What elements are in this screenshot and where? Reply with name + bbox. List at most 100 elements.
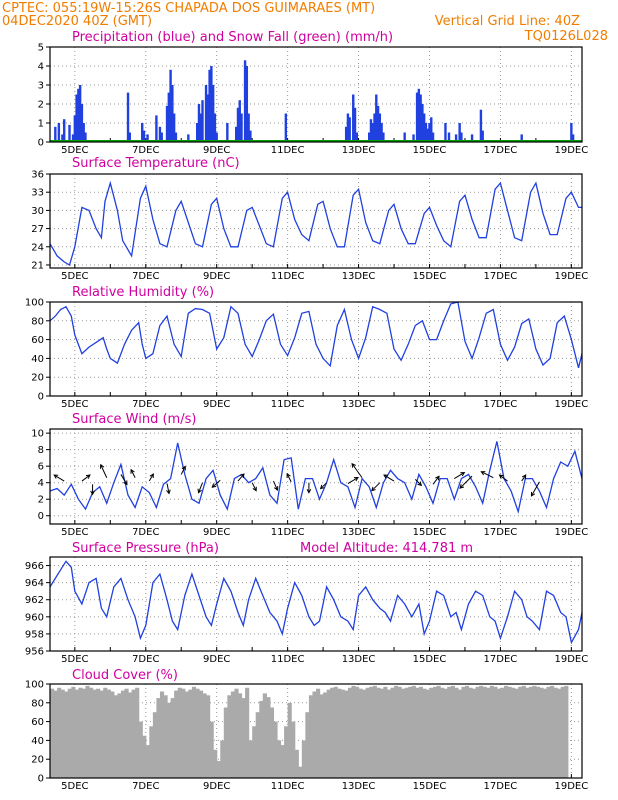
- precip-bar: [68, 124, 71, 142]
- precip-y-tick: 5: [38, 43, 44, 54]
- wind-arrowhead: [211, 483, 217, 488]
- cloud-bar: [482, 686, 487, 778]
- precip-bar: [369, 119, 373, 142]
- precip-bar: [368, 132, 371, 142]
- rh-x-tick: 7DEC: [132, 399, 159, 410]
- pres-x-tick: 17DEC: [484, 654, 518, 665]
- cloud-bar: [521, 685, 526, 778]
- wind-arrow: [53, 474, 65, 482]
- cloud-bar: [528, 686, 533, 778]
- precip-bar: [142, 130, 146, 142]
- precip-bar: [54, 126, 57, 142]
- wind-x-tick: 17DEC: [484, 527, 518, 538]
- cloud-bar: [386, 689, 392, 778]
- cloud-bar: [518, 686, 523, 778]
- cloud-bar: [245, 687, 250, 778]
- cloud-bar: [308, 695, 314, 778]
- wind-arrow: [531, 481, 540, 497]
- wind-arrow: [454, 472, 465, 479]
- precip-bar: [172, 113, 176, 142]
- cloud-bar: [433, 686, 438, 778]
- cloud-bar: [472, 688, 477, 778]
- cloud-bar: [223, 707, 228, 778]
- wind-y-tick: 10: [31, 429, 44, 440]
- cloud-bar: [397, 686, 402, 778]
- precip-bar: [481, 130, 484, 142]
- precip-bar: [444, 123, 447, 142]
- pres-x-tick: 19DEC: [554, 654, 588, 665]
- wind-arrowhead: [286, 472, 291, 478]
- wind-arrow: [180, 466, 186, 475]
- rh-y-tick: 80: [31, 316, 44, 327]
- temp-title: Surface Temperature (nC): [72, 156, 240, 171]
- cloud-bar: [542, 688, 548, 778]
- cloud-bar: [287, 702, 292, 778]
- cloud-bar: [184, 691, 189, 778]
- cloud-bar: [333, 686, 338, 778]
- cloud-bar: [191, 686, 197, 778]
- cloud-bar: [525, 687, 530, 778]
- precip-bar: [158, 126, 162, 142]
- cloud-bar: [365, 687, 370, 778]
- rh-line: [49, 301, 583, 368]
- precip-bar: [412, 134, 415, 142]
- wind-arrowhead: [383, 474, 389, 479]
- cloud-bar: [216, 761, 221, 778]
- precip-bar: [174, 132, 178, 142]
- cloud-bar: [266, 697, 271, 778]
- wind-x-tick: 7DEC: [132, 527, 159, 538]
- precip-bar: [371, 123, 374, 142]
- wind-arrowhead: [530, 491, 536, 497]
- cloud-bar: [514, 688, 519, 778]
- cloud-bar: [85, 685, 90, 778]
- wind-arrowhead: [197, 488, 202, 494]
- wind-arrowhead: [459, 484, 465, 489]
- cloud-bar: [379, 688, 384, 778]
- wind-title: Surface Wind (m/s): [72, 412, 196, 427]
- wind-arrowhead: [306, 488, 312, 494]
- header-model-id: TQ0126L028: [524, 29, 608, 44]
- cloud-bar: [60, 689, 65, 778]
- cloud-bar: [120, 690, 126, 778]
- wind-arrow: [251, 482, 257, 491]
- cloud-bar: [425, 689, 431, 778]
- precip-bar: [235, 126, 238, 142]
- cloud-bar: [450, 685, 455, 778]
- precip-bar: [206, 94, 210, 142]
- cloud-bar: [284, 726, 289, 778]
- wind-arrowhead: [130, 468, 135, 474]
- temp-x-tick: 19DEC: [554, 271, 588, 282]
- wind-arrowhead: [90, 490, 95, 496]
- pres-line: [49, 560, 583, 645]
- precip-bar: [73, 115, 77, 142]
- wind-arrow: [120, 474, 128, 485]
- cloud-bar: [167, 702, 172, 778]
- wind-arrowhead: [371, 486, 376, 492]
- precip-bar: [210, 66, 213, 142]
- cloud-bar: [422, 688, 427, 778]
- cloud-bar: [78, 687, 83, 778]
- cloud-bar: [170, 698, 175, 778]
- cloud-bar: [262, 693, 267, 778]
- precip-bar: [419, 94, 422, 142]
- wind-arrowhead: [498, 474, 504, 479]
- precip-bar: [61, 134, 64, 142]
- pres-y-tick: 956: [25, 647, 44, 658]
- cloud-bar: [99, 690, 104, 778]
- precip-x-tick: 5DEC: [61, 145, 88, 156]
- cloud-bar: [255, 712, 260, 778]
- precip-bar: [197, 104, 201, 142]
- wind-arrowhead: [273, 486, 279, 491]
- wind-x-tick: 15DEC: [413, 527, 447, 538]
- cloud-bar: [128, 692, 133, 778]
- rh-y-tick: 0: [38, 392, 44, 403]
- pres-y-tick: 964: [25, 578, 44, 589]
- cloud-bar: [319, 694, 324, 778]
- wind-arrow: [286, 473, 292, 483]
- temp-x-tick: 5DEC: [61, 271, 88, 282]
- cloud-bar: [443, 688, 448, 778]
- cloud-bar: [252, 726, 257, 778]
- wind-arrow: [481, 471, 494, 479]
- pres-frame: [49, 556, 583, 652]
- cloud-bar: [394, 685, 399, 778]
